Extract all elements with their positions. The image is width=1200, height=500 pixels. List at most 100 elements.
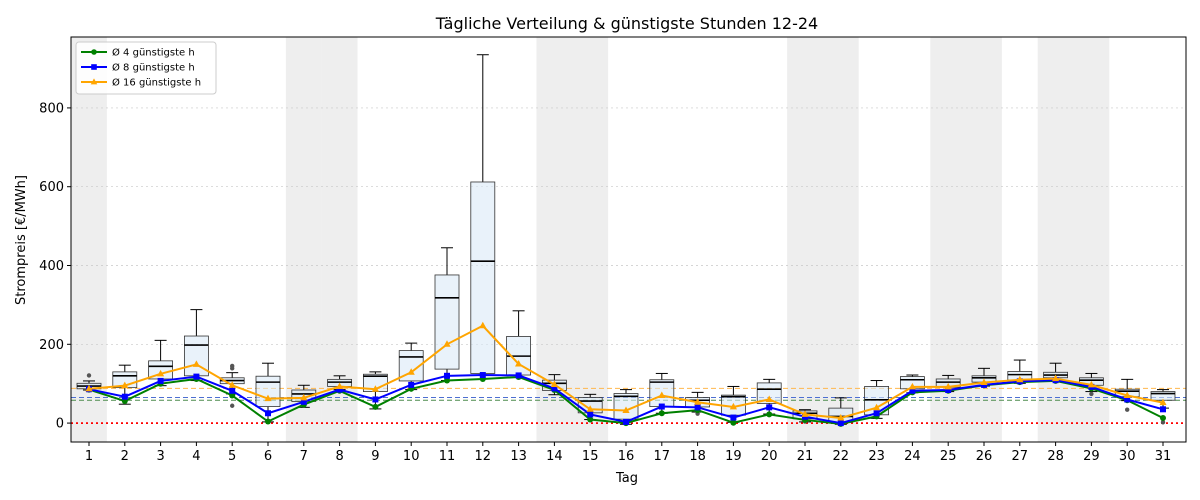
x-tick-label-22: 22: [833, 449, 850, 464]
series-3: [85, 321, 1167, 421]
x-tick-label-17: 17: [654, 449, 671, 464]
point-s2-day-6: [265, 410, 271, 417]
x-tick-label-29: 29: [1083, 449, 1100, 464]
weekend-shade-day-15: [572, 37, 609, 442]
point-s3-day-13: [515, 359, 523, 367]
point-s3-day-30: [1123, 391, 1131, 399]
x-tick-label-18: 18: [689, 449, 706, 464]
point-s1-day-9: [372, 403, 379, 410]
point-s3-day-11: [443, 340, 451, 347]
weekend-shade-day-21: [787, 37, 823, 442]
point-s2-day-7: [300, 398, 307, 405]
boxplot-day-12: [470, 54, 496, 380]
x-tick-label-14: 14: [546, 449, 563, 464]
box-day-11: [434, 274, 460, 370]
x-tick-label-16: 16: [618, 449, 635, 464]
weekend-shade-day-7: [285, 37, 322, 442]
x-tick-label-5: 5: [228, 449, 236, 464]
boxplot-day-13: [506, 310, 532, 378]
point-s3-day-16: [622, 406, 630, 413]
point-s3-day-9: [371, 385, 379, 392]
point-s3-day-23: [873, 403, 881, 411]
x-tick-label-24: 24: [904, 449, 921, 464]
box-day-6: [255, 375, 281, 407]
point-s2-day-2: [121, 393, 128, 400]
point-s3-day-2: [121, 381, 129, 389]
point-s2-day-30: [1124, 396, 1131, 403]
x-tick-label-23: 23: [868, 449, 885, 464]
point-s3-day-10: [407, 368, 415, 375]
point-s3-day-19: [729, 402, 737, 410]
point-s2-day-4: [193, 373, 200, 380]
weekend-shade-day-22: [822, 37, 859, 442]
point-s3-day-4: [192, 360, 200, 367]
x-tick-label-31: 31: [1155, 449, 1172, 464]
box-day-12: [470, 181, 496, 374]
point-s3-day-21: [801, 410, 809, 417]
legend-marker-1: [91, 49, 97, 55]
y-tick-label-800: 800: [39, 101, 64, 116]
series-lines: [85, 321, 1167, 427]
point-s2-day-15: [587, 411, 594, 418]
point-s2-day-17: [658, 403, 665, 410]
point-s1-day-11: [444, 377, 450, 384]
outlier-day-5-3: [230, 403, 235, 408]
legend-item-1: Ø 4 günstigste h: [81, 47, 195, 59]
legend-marker-2: [91, 64, 97, 70]
x-tick-label-27: 27: [1012, 449, 1029, 464]
x-tick-label-11: 11: [439, 449, 456, 464]
point-s3-day-15: [586, 405, 594, 412]
point-s1-day-19: [730, 419, 737, 426]
legend-label-3: Ø 16 günstigste h: [112, 77, 201, 89]
point-s3-day-27: [1016, 375, 1024, 383]
x-tick-label-21: 21: [797, 449, 814, 464]
point-s3-day-3: [157, 369, 165, 377]
point-s3-day-17: [658, 391, 666, 399]
point-s2-day-16: [623, 418, 629, 425]
point-s1-day-15: [587, 416, 594, 423]
point-s2-day-24: [909, 387, 916, 394]
outlier-day-31-1: [1160, 420, 1166, 425]
chart-title: Tägliche Verteilung & günstigste Stunden…: [435, 14, 818, 33]
outlier-day-5-2: [230, 363, 235, 369]
box-day-20: [756, 382, 782, 404]
y-tick-label-0: 0: [56, 417, 64, 432]
point-s2-day-22: [837, 420, 844, 427]
x-tick-label-28: 28: [1047, 449, 1064, 464]
x-tick-label-20: 20: [761, 449, 778, 464]
point-s2-day-18: [694, 404, 701, 411]
y-tick-label-400: 400: [39, 259, 64, 274]
point-s2-day-20: [766, 404, 773, 411]
point-s3-day-7: [300, 393, 308, 401]
point-s3-day-14: [550, 380, 558, 387]
point-s3-day-26: [980, 378, 988, 386]
point-s1-day-20: [766, 411, 773, 418]
x-tick-label-1: 1: [85, 449, 93, 464]
x-tick-label-19: 19: [725, 449, 742, 464]
x-tick-label-2: 2: [121, 449, 129, 464]
x-tick-label-25: 25: [940, 449, 957, 464]
x-tick-label-15: 15: [582, 449, 599, 464]
x-tick-label-7: 7: [300, 449, 308, 464]
x-tick-label-9: 9: [371, 449, 379, 464]
point-s2-day-3: [157, 377, 164, 384]
point-s2-day-23: [873, 410, 880, 417]
x-tick-label-4: 4: [192, 449, 200, 464]
point-s3-day-25: [944, 382, 952, 390]
point-s1-day-17: [658, 410, 665, 417]
point-s2-day-14: [551, 385, 558, 392]
point-s2-day-31: [1160, 406, 1166, 413]
point-s3-day-1: [85, 384, 93, 392]
point-s3-day-24: [908, 382, 916, 390]
x-tick-label-8: 8: [335, 449, 343, 464]
weekend-shade-day-25: [930, 37, 967, 442]
point-s2-day-8: [336, 386, 343, 393]
point-s2-day-10: [408, 381, 415, 388]
y-tick-label-600: 600: [39, 180, 64, 195]
legend-marker-3: [90, 78, 98, 85]
y-tick-label-200: 200: [39, 338, 64, 353]
point-s3-day-5: [228, 381, 236, 388]
x-tick-label-13: 13: [510, 449, 527, 464]
